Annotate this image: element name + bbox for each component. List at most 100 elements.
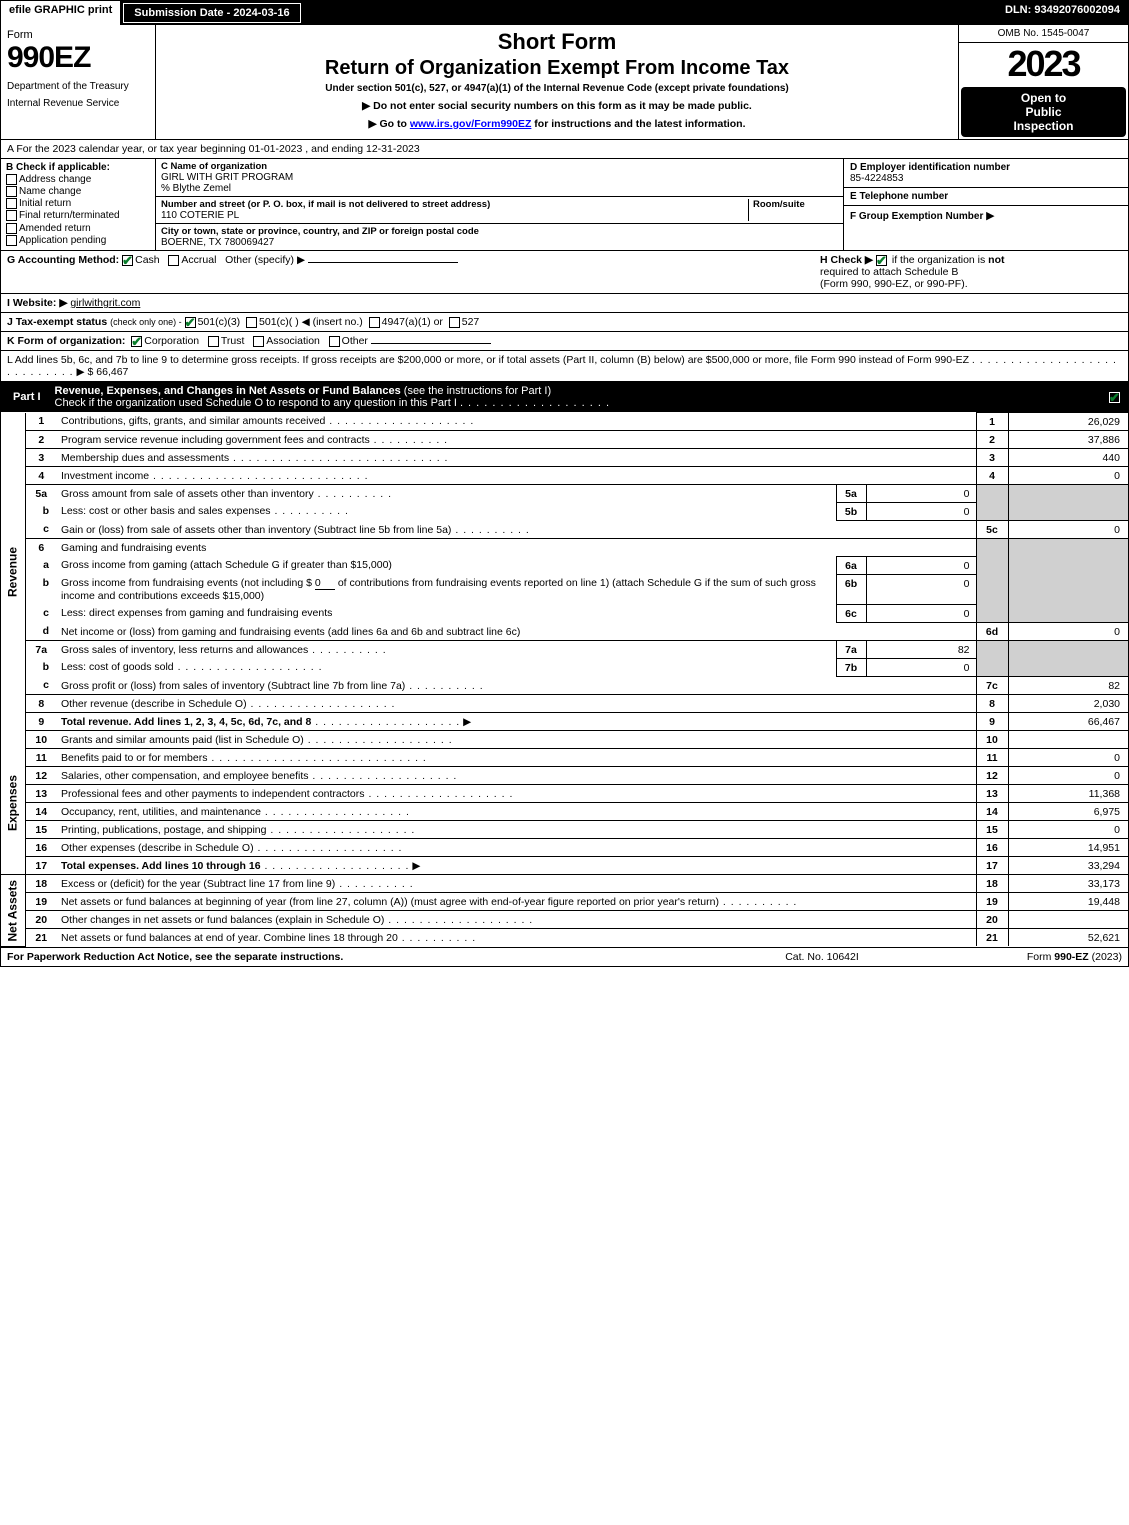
footer-mid: Cat. No. 10642I: [722, 951, 922, 963]
line-rn: 7c: [976, 677, 1008, 695]
line-rv: 14,951: [1008, 839, 1128, 857]
line-rv-grey: [1008, 575, 1128, 605]
line-rn: 20: [976, 911, 1008, 929]
line-rn-grey: [976, 641, 1008, 659]
city-value: BOERNE, TX 780069427: [161, 237, 838, 248]
row-g-h: G Accounting Method: Cash Accrual Other …: [1, 251, 1128, 294]
g-accrual: Accrual: [181, 254, 216, 266]
checkbox-icon[interactable]: [6, 198, 17, 209]
instruction-1: ▶ Do not enter social security numbers o…: [162, 100, 952, 112]
checkbox-trust-icon[interactable]: [208, 336, 219, 347]
checkbox-accrual-icon[interactable]: [168, 255, 179, 266]
checkbox-assoc-icon[interactable]: [253, 336, 264, 347]
checkbox-icon[interactable]: [6, 186, 17, 197]
inspection-line3: Inspection: [963, 119, 1124, 133]
line-desc: Program service revenue including govern…: [57, 431, 976, 449]
footer-right-bold: 990-EZ: [1054, 951, 1088, 963]
dots: [174, 661, 323, 673]
line-num: 7a: [25, 641, 57, 659]
section-d: D Employer identification number 85-4224…: [844, 159, 1128, 188]
g-other: Other (specify) ▶: [225, 254, 305, 266]
line-rv-grey: [1008, 539, 1128, 557]
line-desc: Grants and similar amounts paid (list in…: [57, 731, 976, 749]
line-num: 11: [25, 749, 57, 767]
line-num: 4: [25, 467, 57, 485]
h-label: H Check ▶: [820, 254, 873, 266]
short-form-title: Short Form: [162, 29, 952, 55]
j-label: J Tax-exempt status: [7, 316, 107, 328]
inspection-line1: Open to: [963, 91, 1124, 105]
row-l-gross-receipts: L Add lines 5b, 6c, and 7b to line 9 to …: [1, 351, 1128, 382]
chk-label: Name change: [19, 186, 81, 197]
midbox-value: 0: [866, 605, 976, 623]
k-trust: Trust: [221, 335, 245, 347]
line-num: 16: [25, 839, 57, 857]
line-text: Excess or (deficit) for the year (Subtra…: [61, 878, 335, 890]
checkbox-501c3-icon[interactable]: [185, 317, 196, 328]
dots: [229, 452, 448, 464]
line-rv: 33,294: [1008, 857, 1128, 875]
checkbox-icon[interactable]: [6, 235, 17, 246]
checkbox-corp-icon[interactable]: [131, 336, 142, 347]
part-i-check-text: Check if the organization used Schedule …: [55, 397, 457, 409]
checkbox-icon[interactable]: [6, 210, 17, 221]
subtitle: Under section 501(c), 527, or 4947(a)(1)…: [162, 83, 952, 94]
checkbox-icon[interactable]: [6, 174, 17, 185]
checkbox-4947-icon[interactable]: [369, 317, 380, 328]
phone-label: E Telephone number: [850, 191, 1122, 202]
dots: [247, 698, 396, 710]
checkbox-schedule-o-icon[interactable]: [1109, 392, 1120, 403]
line-rv: 0: [1008, 623, 1128, 641]
checkbox-527-icon[interactable]: [449, 317, 460, 328]
footer-right-pre: Form: [1027, 951, 1054, 963]
checkbox-h-icon[interactable]: [876, 255, 887, 266]
line-text: Other revenue (describe in Schedule O): [61, 698, 247, 710]
row-k-org-form: K Form of organization: Corporation Trus…: [1, 332, 1128, 351]
line-desc: Net assets or fund balances at end of ye…: [57, 929, 976, 947]
irs-link[interactable]: www.irs.gov/Form990EZ: [410, 118, 532, 130]
k-other-line: [371, 343, 491, 344]
line-rv: 11,368: [1008, 785, 1128, 803]
line-rn: 9: [976, 713, 1008, 731]
chk-application-pending: Application pending: [6, 235, 150, 246]
header-right: OMB No. 1545-0047 2023 Open to Public In…: [958, 25, 1128, 139]
ein-label: D Employer identification number: [850, 162, 1122, 173]
line-desc: Other revenue (describe in Schedule O): [57, 695, 976, 713]
line-desc: Less: cost or other basis and sales expe…: [57, 503, 836, 521]
chk-label: Initial return: [19, 198, 71, 209]
line-rn: 13: [976, 785, 1008, 803]
line-num: 3: [25, 449, 57, 467]
line-rv: 0: [1008, 521, 1128, 539]
line-desc: Gross sales of inventory, less returns a…: [57, 641, 836, 659]
line-num: 17: [25, 857, 57, 875]
line-rv: 33,173: [1008, 875, 1128, 893]
h-text1: if the organization is: [892, 254, 988, 266]
line-rv: 440: [1008, 449, 1128, 467]
tax-year: 2023: [959, 43, 1128, 85]
dots: [149, 470, 368, 482]
side-label-expenses: Expenses: [1, 731, 25, 875]
dots: [325, 415, 474, 427]
line-text: Less: direct expenses from gaming and fu…: [61, 607, 332, 619]
line-text: Less: cost of goods sold: [61, 661, 174, 673]
footer-right-post: (2023): [1089, 951, 1122, 963]
line-num: 19: [25, 893, 57, 911]
line-num: 2: [25, 431, 57, 449]
line-rv: 0: [1008, 767, 1128, 785]
dots: [261, 860, 410, 872]
checkbox-501c-icon[interactable]: [246, 317, 257, 328]
line-rv: [1008, 911, 1128, 929]
line-text: Gain or (loss) from sale of assets other…: [61, 524, 451, 536]
checkbox-icon[interactable]: [6, 223, 17, 234]
line-text: Total revenue. Add lines 1, 2, 3, 4, 5c,…: [61, 716, 311, 728]
checkbox-other-icon[interactable]: [329, 336, 340, 347]
line-rn: 1: [976, 413, 1008, 431]
line-rn: 8: [976, 695, 1008, 713]
line-desc: Excess or (deficit) for the year (Subtra…: [57, 875, 976, 893]
section-b-title: B Check if applicable:: [6, 162, 150, 173]
midbox-label: 6c: [836, 605, 866, 623]
checkbox-cash-icon[interactable]: [122, 255, 133, 266]
line-desc: Total revenue. Add lines 1, 2, 3, 4, 5c,…: [57, 713, 976, 731]
line-rn: 21: [976, 929, 1008, 947]
g-cash: Cash: [135, 254, 160, 266]
